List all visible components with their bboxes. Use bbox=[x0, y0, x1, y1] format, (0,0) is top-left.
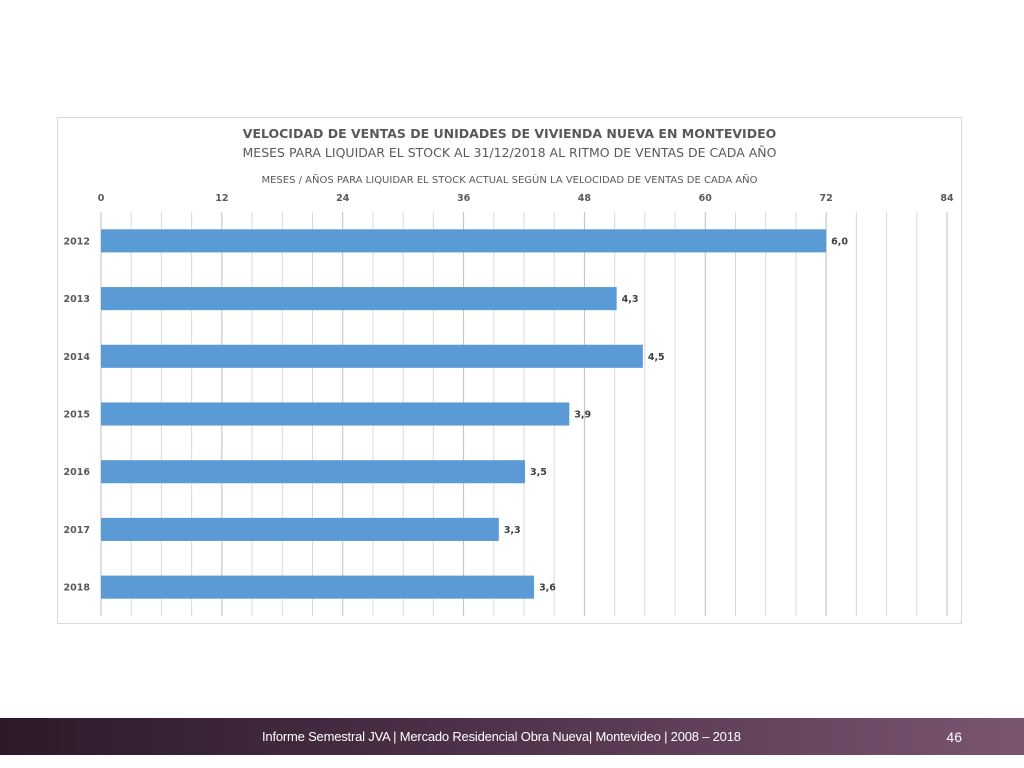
x-tick-label: 84 bbox=[940, 193, 954, 204]
bar bbox=[101, 460, 526, 484]
bar bbox=[101, 402, 570, 426]
bar bbox=[101, 229, 827, 253]
x-tick-label: 36 bbox=[457, 193, 471, 204]
bar bbox=[101, 517, 499, 541]
data-label: 3,3 bbox=[504, 525, 521, 536]
data-label: 3,5 bbox=[530, 467, 547, 478]
category-label: 2014 bbox=[64, 352, 91, 363]
data-label: 3,9 bbox=[574, 410, 591, 421]
bar bbox=[101, 575, 535, 599]
bar-chart: 0 12 24 36 48 60 72 84 2012 6,0 2013 4,3 2014 4,5 2015… bbox=[64, 193, 954, 616]
data-label: 4,3 bbox=[622, 294, 639, 305]
chart-title: VELOCIDAD DE VENTAS DE UNIDADES DE VIVIE… bbox=[242, 126, 777, 141]
footer-text: Informe Semestral JVA | Mercado Residenc… bbox=[262, 729, 741, 744]
x-tick-label: 0 bbox=[98, 193, 105, 204]
x-axis-title: MESES / AÑOS PARA LIQUIDAR EL STOCK ACTU… bbox=[261, 175, 758, 186]
x-tick-label: 12 bbox=[215, 193, 228, 204]
data-label: 4,5 bbox=[648, 352, 665, 363]
x-tick-label: 48 bbox=[578, 193, 592, 204]
category-label: 2013 bbox=[64, 294, 90, 305]
chart-frame: VELOCIDAD DE VENTAS DE UNIDADES DE VIVIE… bbox=[57, 117, 962, 624]
category-label: 2015 bbox=[64, 410, 90, 421]
bar bbox=[101, 287, 617, 311]
chart-subtitle: MESES PARA LIQUIDAR EL STOCK AL 31/12/20… bbox=[242, 145, 777, 160]
category-label: 2012 bbox=[64, 236, 90, 247]
x-tick-label: 60 bbox=[699, 193, 713, 204]
x-tick-label: 24 bbox=[336, 193, 350, 204]
page-number: 46 bbox=[946, 729, 962, 745]
footer-bar: Informe Semestral JVA | Mercado Residenc… bbox=[0, 718, 1024, 755]
category-label: 2018 bbox=[64, 583, 91, 594]
category-label: 2016 bbox=[64, 467, 91, 478]
category-label: 2017 bbox=[64, 525, 90, 536]
data-label: 3,6 bbox=[539, 583, 556, 594]
x-tick-label: 72 bbox=[820, 193, 833, 204]
data-label: 6,0 bbox=[831, 236, 848, 247]
bar bbox=[101, 344, 643, 368]
